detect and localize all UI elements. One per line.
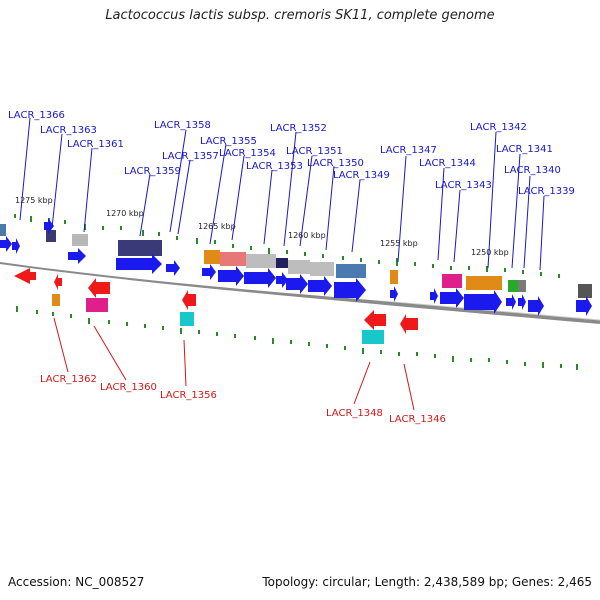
gene-label: LACR_1342 — [470, 122, 527, 133]
gene-label: LACR_1344 — [419, 158, 476, 169]
gene-label: LACR_1351 — [286, 146, 343, 157]
gene-label: LACR_1346 — [389, 414, 446, 425]
gene-label: LACR_1348 — [326, 408, 383, 419]
inner-feature-boxes — [52, 294, 384, 344]
gene-label: LACR_1361 — [67, 139, 124, 150]
gene-label: LACR_1353 — [246, 161, 303, 172]
gene-label: LACR_1339 — [518, 186, 575, 197]
gene-label: LACR_1363 — [40, 125, 97, 136]
scale-labels: 1275 kbp 1270 kbp 1265 kbp 1260 kbp 1255… — [15, 196, 509, 257]
accession-text: Accession: NC_008527 — [8, 575, 145, 589]
gene-label: LACR_1341 — [496, 144, 553, 155]
gene-label: LACR_1343 — [435, 180, 492, 191]
outer-feature-boxes — [0, 224, 592, 298]
gene-label: LACR_1359 — [124, 166, 181, 177]
summary-text: Topology: circular; Length: 2,438,589 bp… — [262, 575, 592, 589]
top-leader-lines — [19, 117, 545, 271]
scale-label: 1255 kbp — [380, 239, 418, 248]
scale-label: 1265 kbp — [198, 222, 236, 231]
scale-label: 1260 kbp — [288, 231, 326, 240]
gene-label: LACR_1354 — [219, 148, 276, 159]
gene-label: LACR_1358 — [154, 120, 211, 131]
gene-label: LACR_1366 — [8, 110, 65, 121]
map-title: Lactococcus lactis subsp. cremoris SK11,… — [105, 8, 495, 23]
gene-label: LACR_1357 — [162, 151, 219, 162]
bottom-gene-labels: LACR_1362 LACR_1360 LACR_1356 LACR_1348 … — [40, 374, 446, 425]
scale-label: 1250 kbp — [471, 248, 509, 257]
genome-backbone — [0, 260, 600, 324]
gene-label: LACR_1360 — [100, 382, 157, 393]
bottom-leader-lines — [53, 317, 415, 411]
gene-label: LACR_1355 — [200, 136, 257, 147]
reverse-gene-arrows — [14, 268, 418, 334]
scale-label: 1275 kbp — [15, 196, 53, 205]
gene-label: LACR_1347 — [380, 145, 437, 156]
gene-label: LACR_1350 — [307, 158, 364, 169]
gene-label: LACR_1356 — [160, 390, 217, 401]
gene-label: LACR_1349 — [333, 170, 390, 181]
forward-gene-arrows — [0, 218, 592, 316]
gene-label: LACR_1352 — [270, 123, 327, 134]
top-gene-labels: LACR_1366 LACR_1363 LACR_1361 LACR_1358 … — [8, 110, 575, 197]
gene-label: LACR_1362 — [40, 374, 97, 385]
gene-label: LACR_1340 — [504, 165, 561, 176]
inner-scale-track — [16, 306, 578, 370]
scale-label: 1270 kbp — [106, 209, 144, 218]
